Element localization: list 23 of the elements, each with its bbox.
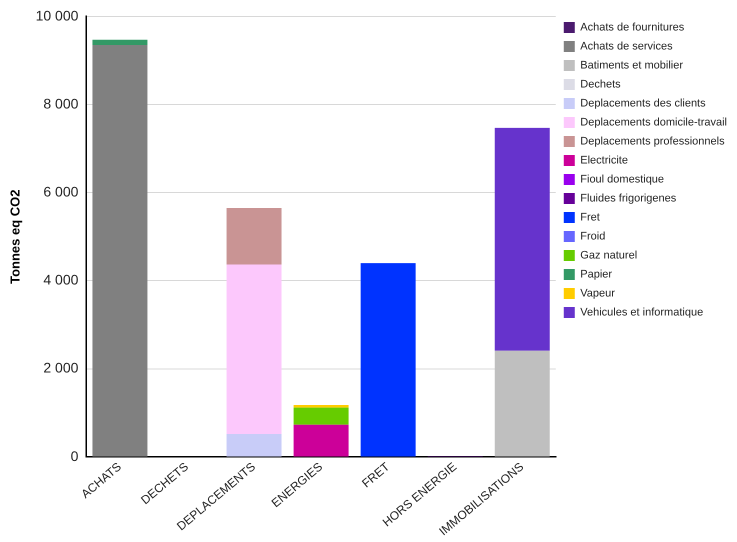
legend-label: Achats de fournitures — [580, 22, 685, 34]
y-axis-title: Tonnes eq CO2 — [7, 189, 22, 284]
y-tick-label: 2 000 — [43, 360, 79, 376]
legend-label: Fret — [580, 212, 600, 224]
y-tick-label: 10 000 — [36, 7, 79, 24]
legend-label: Dechets — [580, 78, 622, 91]
legend-label: Deplacements professionnels — [580, 136, 726, 148]
legend-label: Fluides frigorigenes — [580, 192, 677, 205]
legend-label: Fioul domestique — [580, 174, 664, 186]
legend-label: Froid — [580, 230, 606, 243]
y-tick-label: 4 000 — [43, 272, 79, 288]
legend-label: Papier — [580, 268, 612, 281]
legend-label: Deplacements des clients — [580, 98, 706, 110]
legend-label: Electricite — [580, 154, 628, 167]
y-tick-label: 8 000 — [43, 95, 79, 112]
legend-label: Batiments et mobilier — [580, 60, 684, 72]
legend-label: Gaz naturel — [580, 250, 638, 262]
legend-label: Achats de services — [580, 40, 674, 53]
y-tick-label: 0 — [70, 448, 79, 464]
legend-label: Deplacements domicile-travail — [580, 116, 728, 129]
legend-label: Vehicules et informatique — [580, 306, 704, 319]
legend-label: Vapeur — [580, 288, 616, 300]
y-tick-label: 6 000 — [43, 183, 79, 200]
